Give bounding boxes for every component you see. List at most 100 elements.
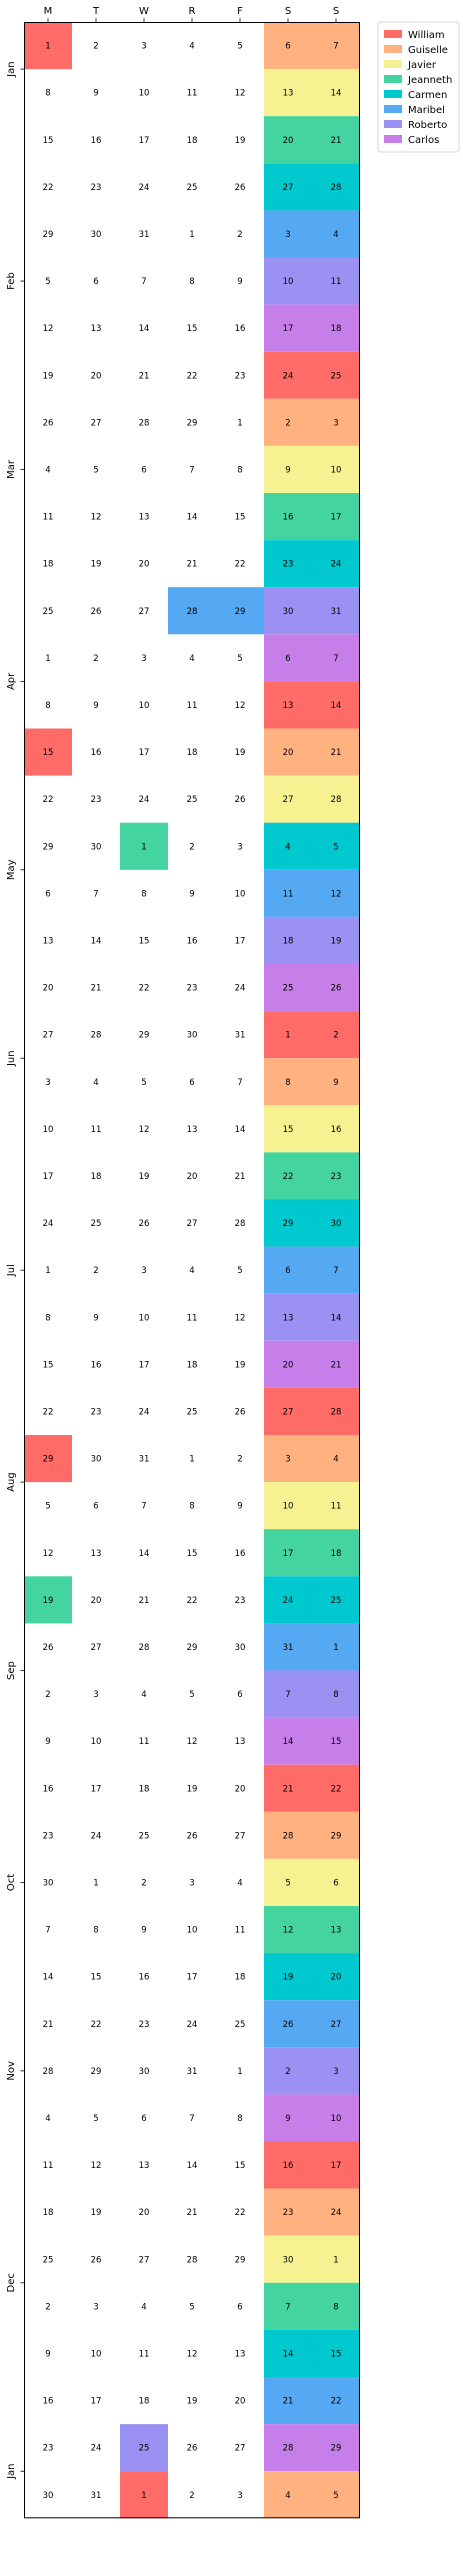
day-number: 25: [187, 795, 198, 805]
calendar-cell-maribel: [312, 1246, 360, 1294]
day-number: 29: [235, 2255, 246, 2265]
day-number: 18: [139, 2397, 150, 2407]
calendar-cell-carmen: [264, 1199, 312, 1247]
calendar-cell-roberto: [120, 2424, 168, 2472]
day-number: 8: [189, 277, 194, 287]
day-number: 28: [187, 607, 198, 617]
day-number: 30: [283, 607, 294, 617]
day-number: 6: [333, 1878, 338, 1888]
day-number: 18: [187, 136, 198, 146]
legend-swatch-javier: [384, 60, 402, 68]
calendar-cell-carlos: [264, 304, 312, 352]
day-number: 1: [141, 2491, 146, 2501]
calendar-cell-carlos: [312, 964, 360, 1012]
legend-label: Javier: [407, 60, 437, 71]
calendar-cell-javier: [264, 1105, 312, 1153]
day-number: 17: [91, 1784, 102, 1794]
calendar-cell-carmen: [264, 2329, 312, 2377]
calendar-cell-william: [312, 351, 360, 399]
day-number: 22: [283, 1172, 294, 1182]
day-number: 17: [331, 513, 342, 523]
calendar-cell-william: [312, 1764, 360, 1812]
day-number: 4: [45, 2114, 50, 2124]
calendar-cell-carlos: [264, 1340, 312, 1388]
day-number: 12: [43, 1549, 54, 1559]
calendar-cell-carmen: [312, 1953, 360, 2001]
legend-label: Roberto: [408, 120, 447, 131]
day-number: 28: [283, 2444, 294, 2454]
legend-label: Guiselle: [408, 45, 448, 56]
day-number: 2: [333, 1031, 338, 1041]
day-number: 28: [139, 418, 150, 428]
day-number: 11: [331, 277, 342, 287]
day-number: 7: [285, 2302, 290, 2312]
calendar-cell-guiselle: [312, 398, 360, 446]
day-number: 31: [283, 1643, 294, 1653]
calendar-cell-carmen: [264, 163, 312, 211]
legend-label: Carlos: [408, 135, 439, 146]
calendar-cell-maribel: [312, 2377, 360, 2425]
month-label: May: [6, 859, 17, 880]
day-number: 21: [139, 371, 150, 381]
day-number: 9: [45, 1737, 50, 1747]
day-number: 1: [45, 1266, 50, 1276]
day-header-label: T: [92, 6, 100, 17]
day-number: 15: [43, 136, 54, 146]
calendar-cell-jeanneth: [264, 1906, 312, 1954]
day-number: 6: [285, 654, 290, 664]
day-number: 21: [235, 1172, 246, 1182]
day-number: 25: [187, 1407, 198, 1417]
calendar-cell-william: [312, 1387, 360, 1435]
day-number: 5: [189, 2302, 194, 2312]
day-number: 29: [187, 418, 198, 428]
day-number: 26: [43, 1643, 54, 1653]
day-number: 24: [139, 183, 150, 193]
day-number: 13: [139, 513, 150, 523]
day-number: 17: [283, 1549, 294, 1559]
day-number: 9: [141, 1926, 146, 1936]
day-header-label: F: [237, 6, 243, 17]
day-number: 11: [187, 1313, 198, 1323]
day-number: 16: [139, 1973, 150, 1983]
calendar-cell-william: [312, 1011, 360, 1059]
day-number: 3: [141, 654, 146, 664]
day-header-label: R: [189, 6, 196, 17]
calendar-cell-maribel: [264, 1246, 312, 1294]
day-number: 28: [331, 795, 342, 805]
day-number: 12: [235, 701, 246, 711]
day-number: 23: [187, 984, 198, 994]
day-number: 23: [43, 2444, 54, 2454]
day-number: 20: [283, 748, 294, 758]
day-number: 27: [43, 1031, 54, 1041]
day-number: 11: [187, 701, 198, 711]
day-number: 14: [139, 1549, 150, 1559]
day-number: 15: [235, 513, 246, 523]
day-number: 24: [283, 371, 294, 381]
calendar-cell-carmen: [312, 1199, 360, 1247]
day-number: 1: [237, 418, 242, 428]
calendar-cell-carlos: [264, 2424, 312, 2472]
day-number: 9: [333, 1078, 338, 1088]
day-number: 24: [283, 1596, 294, 1606]
calendar-cell-william: [312, 2141, 360, 2189]
day-number: 5: [237, 1266, 242, 1276]
day-number: 21: [43, 2020, 54, 2030]
day-number: 15: [283, 1125, 294, 1135]
day-number: 3: [93, 1690, 98, 1700]
day-number: 23: [235, 1596, 246, 1606]
day-number: 8: [237, 2114, 242, 2124]
day-number: 11: [235, 1926, 246, 1936]
day-number: 2: [93, 1266, 98, 1276]
calendar-cell-carlos: [264, 2094, 312, 2142]
day-number: 3: [45, 1078, 50, 1088]
day-number: 11: [43, 513, 54, 523]
day-number: 19: [187, 2397, 198, 2407]
day-number: 29: [43, 842, 54, 852]
day-number: 10: [91, 2349, 102, 2359]
day-number: 5: [45, 1502, 50, 1512]
day-number: 8: [237, 465, 242, 475]
day-number: 29: [331, 1831, 342, 1841]
day-number: 15: [139, 936, 150, 946]
legend-label: Carmen: [408, 90, 447, 101]
calendar-cell-guiselle: [264, 22, 312, 70]
